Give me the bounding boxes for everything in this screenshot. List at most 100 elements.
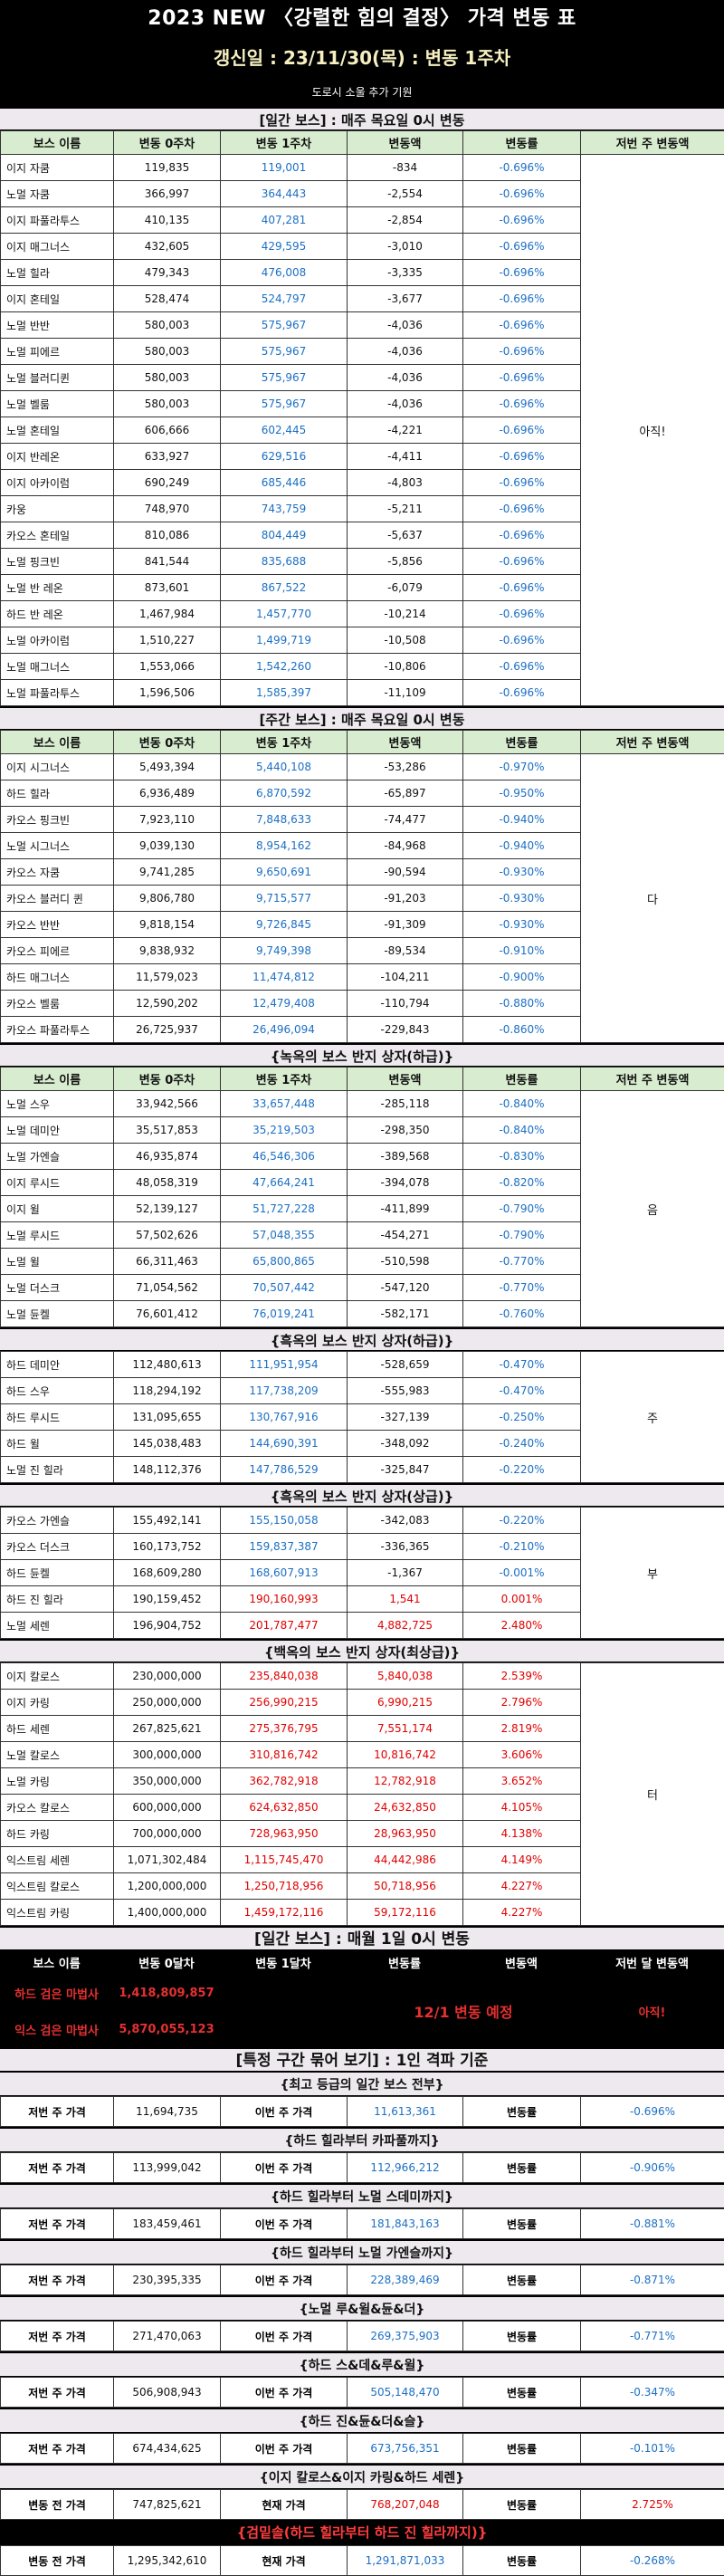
price-week1: 168,607,913 [221, 1560, 348, 1586]
price-week0: 46,935,874 [114, 1144, 221, 1170]
price-delta: -4,036 [348, 339, 463, 365]
price-rate: -0.696% [463, 391, 581, 417]
boss-name: 카오스 벨룸 [1, 991, 114, 1017]
boss-name: 카오스 파풀라투스 [1, 1017, 114, 1043]
column-header: 변동액 [462, 1949, 580, 1975]
cur-price: 228,389,469 [348, 2265, 463, 2295]
rate-value: -0.101% [581, 2434, 724, 2464]
credit-text: 도로시 소울 추가 기원 [0, 78, 724, 107]
price-week0: 432,605 [114, 234, 221, 260]
price-rate: -0.696% [463, 522, 581, 549]
price-week0: 810,086 [114, 522, 221, 549]
price-week1: 1,250,718,956 [221, 1873, 348, 1900]
price-delta: -1,367 [348, 1560, 463, 1586]
price-week0: 71,054,562 [114, 1275, 221, 1301]
cur-price: 181,843,163 [348, 2209, 463, 2239]
price-week1: 76,019,241 [221, 1301, 348, 1327]
price-delta: -84,968 [348, 833, 463, 859]
price-rate: -0.210% [463, 1534, 581, 1560]
price-week0: 6,936,489 [114, 780, 221, 807]
price-delta: -6,079 [348, 575, 463, 601]
monthly-notice: 12/1 변동 예정 [347, 1975, 580, 2047]
boss-name: 노멀 파풀라투스 [1, 680, 114, 706]
price-week1: 476,008 [221, 260, 348, 286]
price-delta: -325,847 [348, 1457, 463, 1483]
column-header: 변동 0달차 [113, 1949, 220, 1975]
price-delta: -10,508 [348, 627, 463, 654]
rate-label: 변동률 [463, 2546, 581, 2576]
bundle-title: [특정 구간 묶어 보기] : 1인 격파 기준 [0, 2047, 724, 2071]
boss-name: 카오스 더스크 [1, 1534, 114, 1560]
boss-name: 노멀 혼테일 [1, 417, 114, 444]
cur-label: 이번 주 가격 [221, 2322, 348, 2351]
section-title: {흑옥의 보스 반지 상자(하급)} [0, 1327, 724, 1351]
price-rate: -0.820% [463, 1170, 581, 1196]
column-header: 변동 0주차 [114, 131, 221, 155]
boss-name: 노멀 힐라 [1, 260, 114, 286]
price-week1: 835,688 [221, 549, 348, 575]
rate-label: 변동률 [463, 2434, 581, 2464]
price-week1: 575,967 [221, 365, 348, 391]
price-rate: -0.696% [463, 312, 581, 339]
boss-name: 하드 매그너스 [1, 964, 114, 991]
boss-name: 익스트림 칼로스 [1, 1873, 114, 1900]
price-rate: -0.770% [463, 1275, 581, 1301]
price-rate: 4.138% [463, 1821, 581, 1847]
price-delta: 6,990,215 [348, 1690, 463, 1716]
price-rate: 2.819% [463, 1716, 581, 1742]
cur-price: 1,291,871,033 [348, 2546, 463, 2576]
price-week0: 9,818,154 [114, 912, 221, 938]
column-header: 보스 이름 [1, 731, 114, 754]
price-week0: 267,825,621 [114, 1716, 221, 1742]
prev-label: 저번 주 가격 [1, 2209, 114, 2239]
price-week1: 804,449 [221, 522, 348, 549]
price-rate: -0.696% [463, 260, 581, 286]
rate-label: 변동률 [463, 2153, 581, 2183]
price-week1: 12,479,408 [221, 991, 348, 1017]
cur-label: 현재 가격 [221, 2546, 348, 2576]
price-rate: -0.790% [463, 1196, 581, 1222]
price-week1: 275,376,795 [221, 1716, 348, 1742]
previous-week-note: 음 [581, 1091, 724, 1327]
price-week0: 580,003 [114, 339, 221, 365]
price-week0: 33,942,566 [114, 1091, 221, 1117]
boss-name: 카오스 자쿰 [1, 859, 114, 886]
price-delta: 44,442,986 [348, 1847, 463, 1873]
boss-name: 이지 아카이럼 [1, 470, 114, 496]
price-rate: -0.900% [463, 964, 581, 991]
price-week0: 690,249 [114, 470, 221, 496]
price-week1: 201,787,477 [221, 1613, 348, 1639]
prev-price: 183,459,461 [114, 2209, 221, 2239]
price-week1: 155,150,058 [221, 1508, 348, 1534]
rate-label: 변동률 [463, 2097, 581, 2127]
boss-name: 노멀 데미안 [1, 1117, 114, 1144]
column-header: 변동 1주차 [221, 131, 348, 155]
boss-name: 카오스 혼테일 [1, 522, 114, 549]
price-week1: 575,967 [221, 391, 348, 417]
price-week1: 624,632,850 [221, 1795, 348, 1821]
price-rate: -0.696% [463, 234, 581, 260]
price-delta: -528,659 [348, 1352, 463, 1378]
price-week0: 118,294,192 [114, 1378, 221, 1404]
price-week0: 1,553,066 [114, 654, 221, 680]
price-rate: -0.220% [463, 1457, 581, 1483]
price-week1: 429,595 [221, 234, 348, 260]
price-delta: -89,534 [348, 938, 463, 964]
prev-price: 1,295,342,610 [114, 2546, 221, 2576]
boss-name: 노멀 매그너스 [1, 654, 114, 680]
previous-week-note: 터 [581, 1663, 724, 1926]
price-delta: -4,036 [348, 365, 463, 391]
cur-price: 11,613,361 [348, 2097, 463, 2127]
boss-name: 노멀 윌 [1, 1249, 114, 1275]
boss-name: 노멀 반 레온 [1, 575, 114, 601]
bundle-group-title: {하드 힐라부터 노멀 스데미까지} [0, 2183, 724, 2208]
